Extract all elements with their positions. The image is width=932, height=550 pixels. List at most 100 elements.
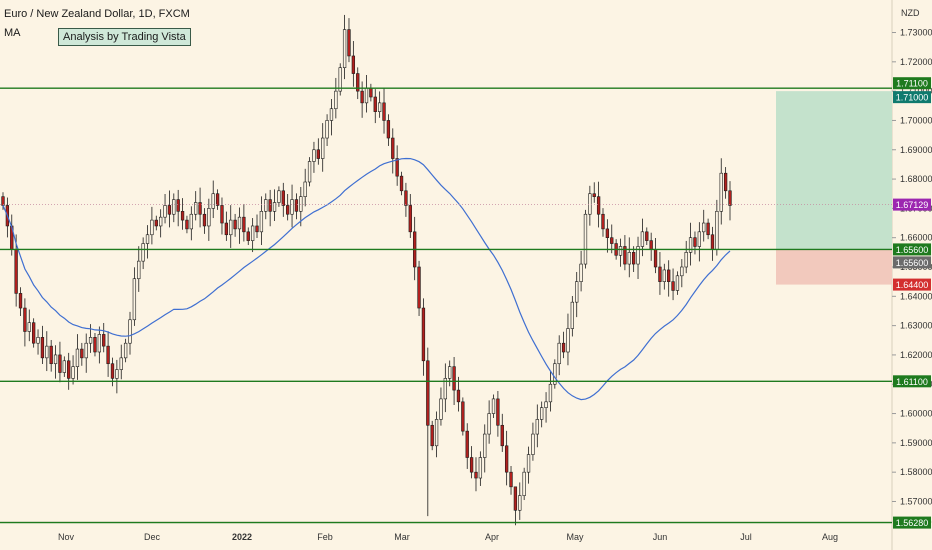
- candle-body: [237, 216, 242, 230]
- candle-body: [491, 398, 496, 414]
- candle-body: [623, 246, 627, 265]
- x-tick-label: Jul: [740, 532, 752, 542]
- candle-body: [461, 401, 465, 432]
- candle-body: [325, 120, 329, 139]
- candle-body: [645, 231, 649, 241]
- price-tag-label: 1.65600: [896, 258, 929, 268]
- candle-body: [439, 398, 443, 420]
- candle-body: [338, 67, 342, 92]
- y-tick-label: 1.57000: [900, 496, 932, 506]
- candle-body: [220, 205, 224, 224]
- candle-body: [553, 363, 557, 385]
- price-tag-label: 1.61100: [896, 377, 928, 387]
- candle-body: [452, 366, 456, 391]
- candle-body: [540, 407, 544, 420]
- y-tick-label: 1.62000: [900, 350, 932, 360]
- candle-body: [84, 342, 88, 359]
- loss-zone: [776, 249, 892, 285]
- candle-body: [583, 213, 588, 265]
- candle-body: [566, 328, 570, 353]
- candle-body: [45, 345, 49, 359]
- candle-body: [697, 231, 702, 247]
- price-tag-box: [893, 91, 931, 104]
- x-tick-label: Feb: [317, 532, 333, 542]
- candle-body: [259, 211, 264, 233]
- candle-body: [421, 307, 426, 362]
- candle-body: [215, 193, 220, 206]
- candle-body: [180, 211, 185, 221]
- candle-body: [312, 149, 316, 162]
- candle-body: [627, 252, 631, 265]
- candle-body: [102, 334, 106, 347]
- candle-body: [49, 345, 53, 365]
- candle-body: [321, 137, 325, 159]
- price-tag-label: 1.64400: [896, 280, 929, 290]
- price-tag-label: 1.65600: [896, 245, 929, 255]
- candle-body: [36, 337, 40, 344]
- candle-body: [693, 237, 697, 247]
- candle-body: [710, 234, 715, 250]
- candle-body: [110, 363, 115, 379]
- candle-body: [618, 246, 623, 256]
- candle-body: [290, 199, 294, 215]
- candle-body: [316, 149, 320, 159]
- candle-body: [58, 354, 62, 373]
- candle-body: [207, 208, 211, 227]
- candle-body: [128, 319, 132, 344]
- candle-body: [264, 199, 268, 212]
- candle-body: [351, 55, 356, 74]
- candle-body: [386, 120, 391, 139]
- candle-body: [224, 222, 229, 236]
- candle-body: [176, 199, 180, 212]
- candle-body: [93, 337, 97, 353]
- candle-body: [198, 202, 202, 215]
- price-tag-box: [893, 256, 931, 269]
- candle-body: [653, 249, 658, 268]
- x-tick-label: May: [566, 532, 584, 542]
- x-tick-label: 2022: [232, 532, 252, 542]
- candle-body: [588, 193, 592, 215]
- candle-body: [303, 181, 307, 197]
- candle-body: [610, 237, 614, 244]
- candle-body: [579, 263, 583, 282]
- candle-body: [426, 360, 430, 426]
- candle-body: [294, 199, 299, 212]
- candle-body: [246, 231, 250, 241]
- price-tag-label: 1.67129: [896, 200, 929, 210]
- candle-body: [141, 243, 145, 262]
- candle-body: [342, 29, 347, 68]
- candle-body: [601, 213, 605, 230]
- price-tag-box: [893, 516, 931, 529]
- candle-body: [88, 337, 93, 344]
- candle-body: [513, 486, 518, 511]
- candle-body: [509, 471, 513, 488]
- candle-body: [518, 495, 522, 511]
- candle-body: [548, 383, 553, 403]
- candle-body: [592, 193, 596, 197]
- candle-body: [71, 366, 75, 379]
- x-tick-label: Jun: [653, 532, 668, 542]
- indicator-label[interactable]: MA: [4, 27, 21, 39]
- candle-body: [97, 334, 102, 353]
- candle-body: [570, 301, 574, 329]
- price-tag-label: 1.71000: [896, 93, 929, 103]
- candle-body: [334, 90, 338, 110]
- candle-body: [535, 419, 539, 435]
- profit-zone: [776, 91, 892, 250]
- price-tag-box: [893, 278, 931, 291]
- candle-body: [172, 199, 176, 215]
- candle-body: [382, 102, 386, 121]
- moving-average-line: [2, 157, 731, 401]
- candle-body: [465, 430, 469, 458]
- candle-body: [596, 196, 601, 215]
- candle-body: [277, 190, 281, 203]
- candle-body: [456, 389, 461, 403]
- candle-body: [123, 342, 128, 359]
- candle-body: [526, 454, 531, 473]
- watermark-label: Analysis by Trading Vista: [58, 28, 191, 46]
- candle-body: [404, 190, 408, 206]
- candle-body: [40, 337, 45, 359]
- candle-body: [636, 246, 640, 265]
